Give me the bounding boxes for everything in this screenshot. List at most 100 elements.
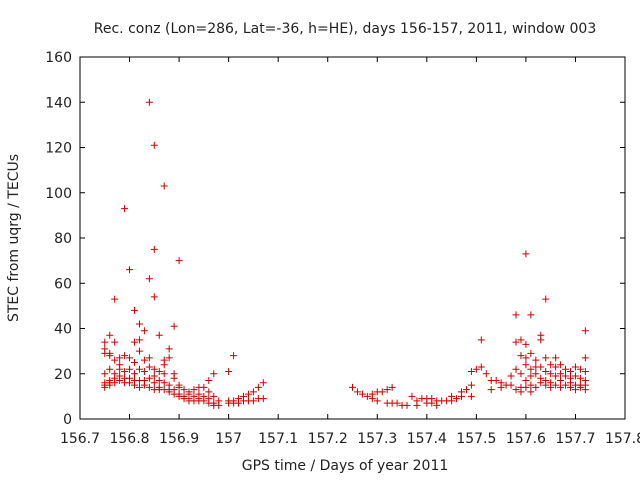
data-point [259, 395, 267, 403]
data-point [522, 361, 530, 369]
data-point [581, 386, 589, 394]
data-point [145, 383, 153, 391]
data-point [542, 367, 550, 375]
data-point [205, 377, 213, 385]
data-point [349, 383, 356, 391]
data-point [116, 377, 124, 385]
x-tick-label: 157.5 [456, 431, 496, 447]
data-point [150, 372, 158, 380]
data-point [135, 320, 143, 328]
y-tick-label: 20 [54, 367, 72, 383]
data-point [140, 381, 148, 389]
data-point [358, 390, 366, 398]
data-point [581, 367, 589, 375]
data-point [571, 372, 579, 380]
x-tick-label: 157.7 [555, 431, 595, 447]
x-tick-label: 157.2 [308, 431, 348, 447]
data-point [140, 356, 148, 364]
data-point [111, 379, 119, 387]
data-point [547, 370, 555, 378]
data-point [507, 381, 515, 389]
y-tick-label: 0 [63, 412, 72, 428]
data-point [126, 266, 134, 274]
data-point [467, 381, 475, 389]
data-point [507, 372, 515, 380]
data-point [512, 365, 520, 373]
data-point [388, 383, 396, 391]
y-tick-label: 100 [45, 186, 72, 202]
data-point [408, 392, 416, 400]
data-point [467, 392, 475, 400]
data-point [567, 367, 574, 375]
data-point [537, 363, 545, 371]
data-point [116, 365, 124, 373]
data-point [522, 383, 530, 391]
data-point [165, 388, 173, 396]
data-point [145, 275, 153, 283]
data-point [552, 381, 560, 389]
data-point [557, 383, 565, 391]
data-point [106, 381, 114, 389]
data-point [522, 377, 530, 385]
data-point [467, 367, 475, 375]
data-point [497, 383, 505, 391]
data-point [170, 374, 178, 382]
data-point [101, 338, 109, 346]
x-tick-label: 157.4 [407, 431, 447, 447]
data-point [512, 338, 520, 346]
data-point [111, 295, 119, 303]
data-point [259, 379, 267, 387]
data-point [403, 401, 411, 409]
data-point [135, 365, 143, 373]
data-point [527, 381, 535, 389]
y-tick-label: 80 [54, 231, 72, 247]
data-point [512, 311, 520, 319]
data-point [472, 365, 480, 373]
data-point [522, 354, 530, 362]
data-point [542, 295, 550, 303]
data-point [571, 386, 579, 394]
data-point [155, 331, 163, 339]
data-point [106, 365, 114, 373]
data-point [458, 388, 465, 396]
data-point [527, 349, 535, 357]
data-point [165, 345, 173, 353]
data-point [131, 306, 138, 314]
data-point [210, 370, 218, 378]
data-point [230, 352, 238, 360]
y-tick-label: 140 [45, 95, 72, 111]
x-tick-label: 157.8 [605, 431, 640, 447]
data-point [131, 358, 138, 366]
data-point [150, 141, 158, 149]
x-tick-label: 156.9 [159, 431, 199, 447]
data-point [249, 397, 257, 405]
data-point [547, 361, 555, 369]
data-point [215, 401, 223, 409]
data-point [581, 327, 589, 335]
data-point [126, 354, 134, 362]
data-point [567, 383, 574, 391]
data-point [522, 340, 530, 348]
data-point [393, 399, 401, 407]
data-point [165, 354, 173, 362]
x-tick-label: 157.1 [258, 431, 298, 447]
data-point [235, 399, 243, 407]
data-point [532, 383, 540, 391]
data-point [121, 367, 129, 375]
data-point [557, 361, 565, 369]
data-point [517, 352, 525, 360]
data-point [532, 370, 540, 378]
x-axis-label: GPS time / Days of year 2011 [242, 458, 449, 474]
x-tick-label: 156.7 [60, 431, 100, 447]
data-point [433, 401, 441, 409]
data-point [562, 381, 570, 389]
data-point [462, 386, 470, 394]
data-point [244, 390, 252, 398]
data-point [116, 354, 124, 362]
data-point [517, 370, 525, 378]
data-points [101, 98, 589, 409]
y-tick-label: 60 [54, 276, 72, 292]
data-point [150, 245, 158, 253]
data-point [140, 367, 148, 375]
data-point [477, 363, 485, 371]
